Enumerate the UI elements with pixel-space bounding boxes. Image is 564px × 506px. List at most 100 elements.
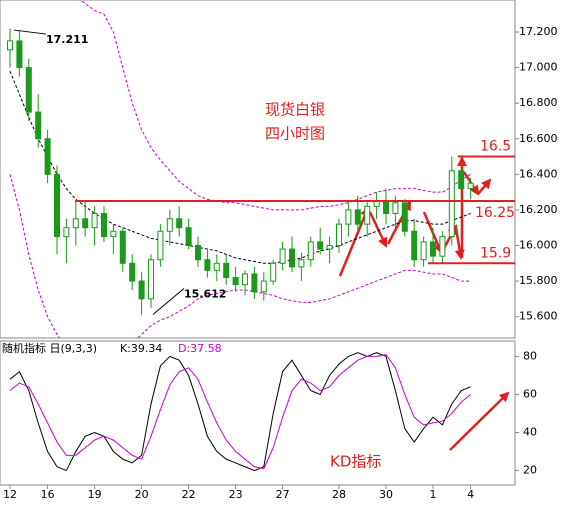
candle-body: [270, 262, 277, 282]
x-tick-label: 28: [332, 488, 346, 501]
chart-title: 现货白银: [265, 101, 325, 119]
candle-body: [430, 241, 436, 257]
candle-body: [176, 218, 183, 229]
candle-body: [166, 218, 173, 232]
band-line: [79, 0, 471, 211]
candle-body: [392, 202, 399, 214]
candle-body: [232, 277, 239, 286]
candle-body: [298, 259, 305, 268]
candle-body: [448, 170, 455, 238]
band-line: [9, 70, 471, 264]
y-tick-label: 17.200: [519, 25, 558, 38]
candle-body: [411, 230, 418, 261]
kd-plot: [9, 352, 471, 472]
kd-panel: [0, 340, 516, 486]
y-tick-label: 16.400: [519, 167, 558, 180]
y-tick-label: 40: [523, 425, 537, 438]
annotation-label: 15.612: [184, 288, 226, 301]
y-tick-label: 15.800: [519, 274, 558, 287]
candle-body: [138, 280, 145, 300]
x-tick-label: 1: [430, 488, 437, 501]
candle-body: [420, 241, 427, 261]
candle-body: [307, 241, 314, 261]
candle-body: [401, 202, 408, 232]
y-tick-label: 16.000: [519, 238, 558, 251]
candle-body: [204, 259, 211, 271]
candle-body: [157, 230, 164, 261]
candle-body: [16, 40, 23, 69]
candle-body: [110, 230, 117, 238]
x-tick-label: 23: [229, 488, 243, 501]
main-plot: [7, 0, 515, 338]
x-tick-label: 16: [41, 488, 55, 501]
candle-body: [82, 218, 89, 229]
candle-body: [458, 170, 465, 190]
candle-body: [185, 227, 192, 246]
band-line: [9, 174, 471, 338]
x-tick-label: 12: [3, 488, 17, 501]
y-tick-label: 60: [523, 387, 537, 400]
arrow: [477, 178, 492, 195]
candle-body: [54, 173, 60, 238]
y-tick-label: 16.800: [519, 96, 558, 109]
candle-body: [279, 248, 286, 264]
chart-subtitle: 四小时图: [265, 125, 325, 143]
arrow: [338, 206, 370, 277]
candle-body: [364, 205, 371, 225]
candle-body: [101, 212, 107, 238]
candle-body: [25, 67, 32, 113]
kd-line: [9, 352, 471, 472]
candle-body: [72, 218, 79, 229]
x-tick-label: 19: [88, 488, 102, 501]
candle-body: [383, 200, 389, 214]
arrow: [454, 227, 465, 260]
annotation-leader: [13, 29, 47, 35]
legend-entry: K:39.34: [120, 342, 162, 355]
kd-title: 随机指标 日(9,3,3): [2, 341, 97, 355]
level-label: 16.5: [480, 139, 511, 155]
candle-body: [223, 262, 230, 279]
main-panel: [0, 0, 516, 339]
y-tick-label: 16.600: [519, 132, 558, 145]
candle-body: [119, 230, 126, 264]
candle-body: [289, 248, 295, 268]
candle-body: [336, 223, 342, 246]
candle-body: [345, 209, 352, 225]
candle-body: [148, 259, 154, 300]
y-tick-label: 80: [523, 349, 537, 362]
y-tick-label: 16.200: [519, 203, 558, 216]
kd-annotation: KD指标: [330, 453, 381, 471]
candle-body: [63, 227, 70, 238]
candle-body: [91, 212, 98, 229]
legend-entry: D:37.58: [178, 342, 222, 355]
y-tick-label: 15.600: [519, 310, 558, 323]
candle-body: [195, 244, 201, 261]
candle-body: [467, 182, 474, 190]
x-tick-label: 20: [135, 488, 149, 501]
level-label: 15.9: [480, 245, 511, 261]
candle-body: [129, 262, 136, 282]
candle-body: [35, 111, 42, 140]
x-tick-label: 22: [182, 488, 196, 501]
candle-body: [317, 241, 324, 250]
kd-line: [9, 353, 471, 470]
x-tick-label: 27: [276, 488, 290, 501]
candle-body: [260, 280, 267, 293]
candle-body: [251, 273, 258, 293]
candle-body: [7, 40, 13, 51]
level-label: 16.25: [475, 205, 515, 221]
arrow: [368, 211, 388, 248]
annotation-leader: [152, 288, 185, 315]
candle-body: [354, 209, 361, 225]
candle-body: [326, 244, 333, 250]
y-tick-label: 20: [523, 464, 537, 477]
candle-body: [44, 138, 51, 175]
trend-arrows: [338, 156, 510, 451]
candle-body: [439, 236, 446, 257]
candle-body: [213, 262, 220, 271]
annotation-label: 17.211: [46, 33, 88, 46]
arrow: [449, 391, 510, 451]
y-tick-label: 17.000: [519, 61, 558, 74]
x-tick-label: 30: [379, 488, 393, 501]
